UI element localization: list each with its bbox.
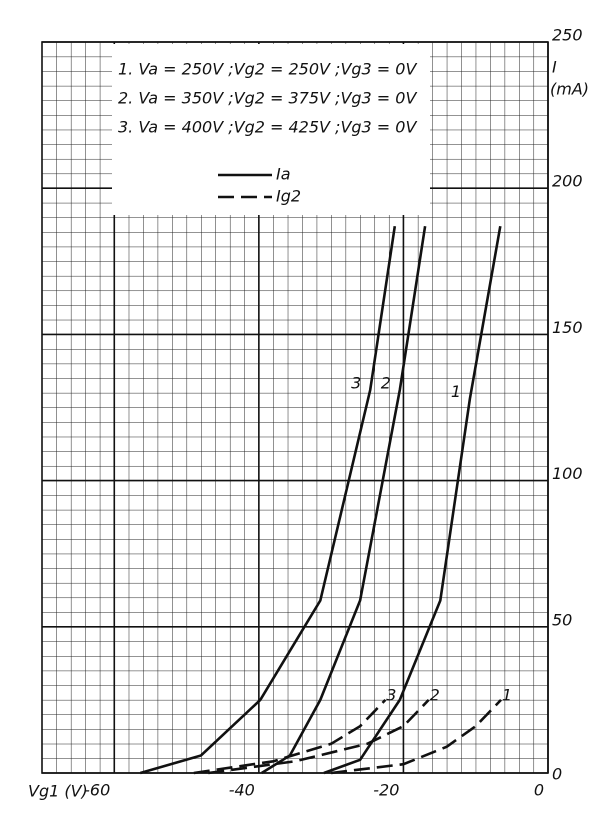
y-tick-label: 100 <box>552 464 583 483</box>
curve-label: 1 <box>502 685 512 704</box>
curve <box>208 698 430 775</box>
x-tick-label: -40 <box>229 781 255 800</box>
curve <box>193 698 387 775</box>
curve <box>323 225 502 775</box>
y-tick-label: 150 <box>552 318 583 337</box>
legend-condition: 3. Va = 400V ;Vg2 = 425V ;Vg3 = 0V <box>118 118 417 137</box>
y-axis-unit: (mA) <box>550 80 589 99</box>
x-tick-label: 0 <box>534 781 544 800</box>
legend-label: Ia <box>276 165 291 184</box>
curve-label: 2 <box>381 373 391 392</box>
curve <box>139 226 397 775</box>
curve-label: 2 <box>430 685 440 704</box>
y-axis-label: I <box>552 58 557 77</box>
legend-condition: 1. Va = 250V ;Vg2 = 250V ;Vg3 = 0V <box>118 60 417 79</box>
y-tick-label: 0 <box>552 765 562 784</box>
x-tick-label: -20 <box>373 781 399 800</box>
legend-box <box>112 44 430 215</box>
curve-label: 3 <box>351 373 361 392</box>
y-tick-label: 200 <box>552 172 583 191</box>
curve-label: 1 <box>451 382 461 401</box>
x-axis-label: Vg1 (V) <box>28 782 88 801</box>
x-tick-label: -60 <box>84 781 110 800</box>
curve <box>330 698 502 775</box>
curve-label: 3 <box>386 685 396 704</box>
y-tick-label: 250 <box>552 26 583 45</box>
legend-label: Ig2 <box>276 187 301 206</box>
y-tick-label: 50 <box>552 610 572 629</box>
legend-condition: 2. Va = 350V ;Vg2 = 375V ;Vg3 = 0V <box>118 89 417 108</box>
